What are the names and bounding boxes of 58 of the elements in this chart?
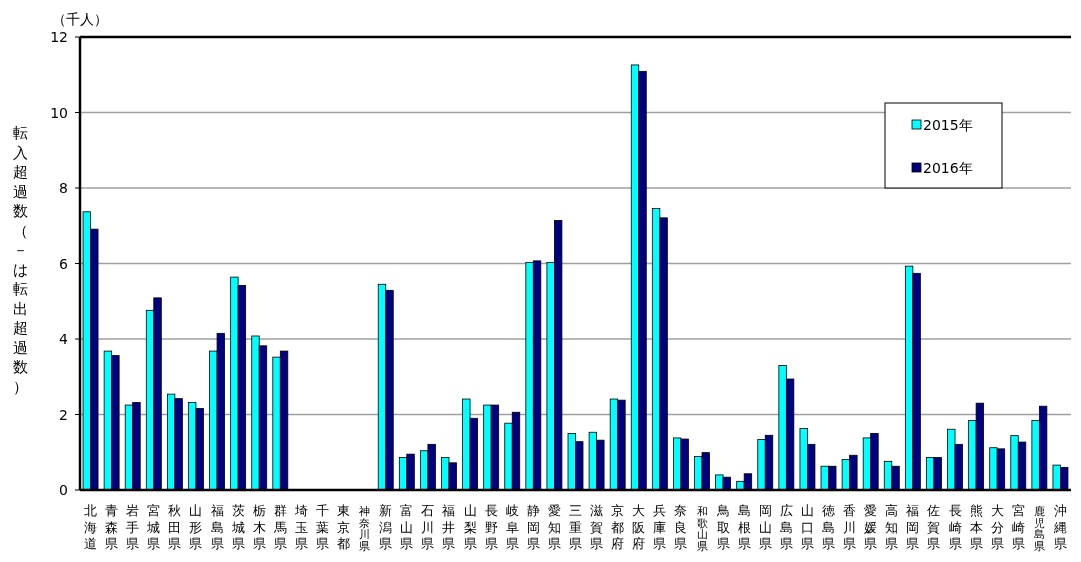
y-tick-label: 4 (59, 331, 69, 347)
x-tick-label: 兵庫県 (653, 503, 667, 551)
x-tick-label: 和歌山県 (696, 505, 708, 553)
x-tick-label: 徳島県 (822, 503, 836, 551)
x-tick-label: 鹿児島県 (1033, 505, 1045, 553)
x-tick-label: 佐賀県 (927, 503, 941, 551)
text: 転入超過数（－は転出超過数） (12, 124, 28, 396)
x-tick-label: 茨城県 (230, 503, 245, 551)
x-tick-label: 新潟県 (379, 503, 393, 551)
x-tick-label: 東京都 (337, 503, 351, 551)
x-tick-label: 京都府 (611, 503, 625, 551)
x-tick-label: 福島県 (210, 503, 224, 551)
x-tick-label: 愛知県 (547, 503, 561, 551)
x-tick-label: 広島県 (779, 503, 793, 551)
x-tick-label: 島根県 (737, 503, 751, 551)
x-tick-label: 北海道 (84, 503, 98, 551)
x-tick-label: 石川県 (421, 503, 435, 551)
x-tick-label: 大分県 (990, 503, 1004, 551)
x-tick-label: 愛媛県 (864, 503, 878, 551)
y-tick-label: 6 (59, 255, 69, 272)
x-tick-label: 静岡県 (526, 503, 540, 551)
y-tick-label: 0 (59, 482, 68, 498)
x-tick-label: 埼玉県 (293, 503, 308, 551)
x-tick-label: 山口県 (800, 503, 814, 551)
text: （千人） (52, 11, 108, 27)
x-tick-label: 長野県 (484, 503, 498, 551)
x-tick-label: 千葉県 (315, 503, 329, 551)
x-tick-label: 群馬県 (272, 503, 287, 551)
x-tick-label: 宮城県 (146, 503, 161, 551)
x-tick-label: 秋田県 (168, 503, 182, 551)
y-tick-label: 12 (50, 29, 68, 45)
x-tick-label: 山梨県 (463, 503, 477, 551)
x-tick-label: 福岡県 (906, 503, 920, 551)
x-tick-label: 岐阜県 (505, 503, 519, 551)
legend-label: 2016年 (923, 160, 973, 176)
x-tick-label: 長崎県 (948, 503, 962, 551)
x-tick-label: 宮崎県 (1011, 503, 1025, 551)
x-tick-label: 栃木県 (252, 503, 266, 551)
y-tick-label: 10 (50, 104, 68, 121)
x-tick-label: 青森県 (105, 503, 119, 551)
x-tick-label: 岩手県 (126, 503, 140, 551)
x-tick-label: 山形県 (189, 503, 203, 551)
x-tick-label: 奈良県 (674, 503, 688, 551)
x-tick-label: 岡山県 (758, 503, 772, 551)
x-tick-label: 富山県 (400, 503, 414, 551)
y-tick-label: 8 (59, 180, 68, 196)
x-tick-label: 福井県 (442, 503, 456, 551)
x-tick-label: 香川県 (843, 503, 857, 551)
x-tick-label: 高知県 (885, 503, 899, 551)
x-tick-label: 熊本県 (969, 503, 983, 551)
x-tick-label: 沖縄県 (1052, 503, 1067, 551)
legend-label: 2015年 (923, 117, 973, 133)
x-tick-label: 鳥取県 (715, 503, 730, 551)
x-tick-label: 大阪府 (632, 503, 646, 551)
x-tick-label: 三重県 (569, 503, 582, 551)
x-tick-label: 神奈川県 (359, 505, 371, 553)
x-tick-label: 滋賀県 (590, 503, 604, 551)
y-tick-label: 2 (59, 406, 68, 423)
